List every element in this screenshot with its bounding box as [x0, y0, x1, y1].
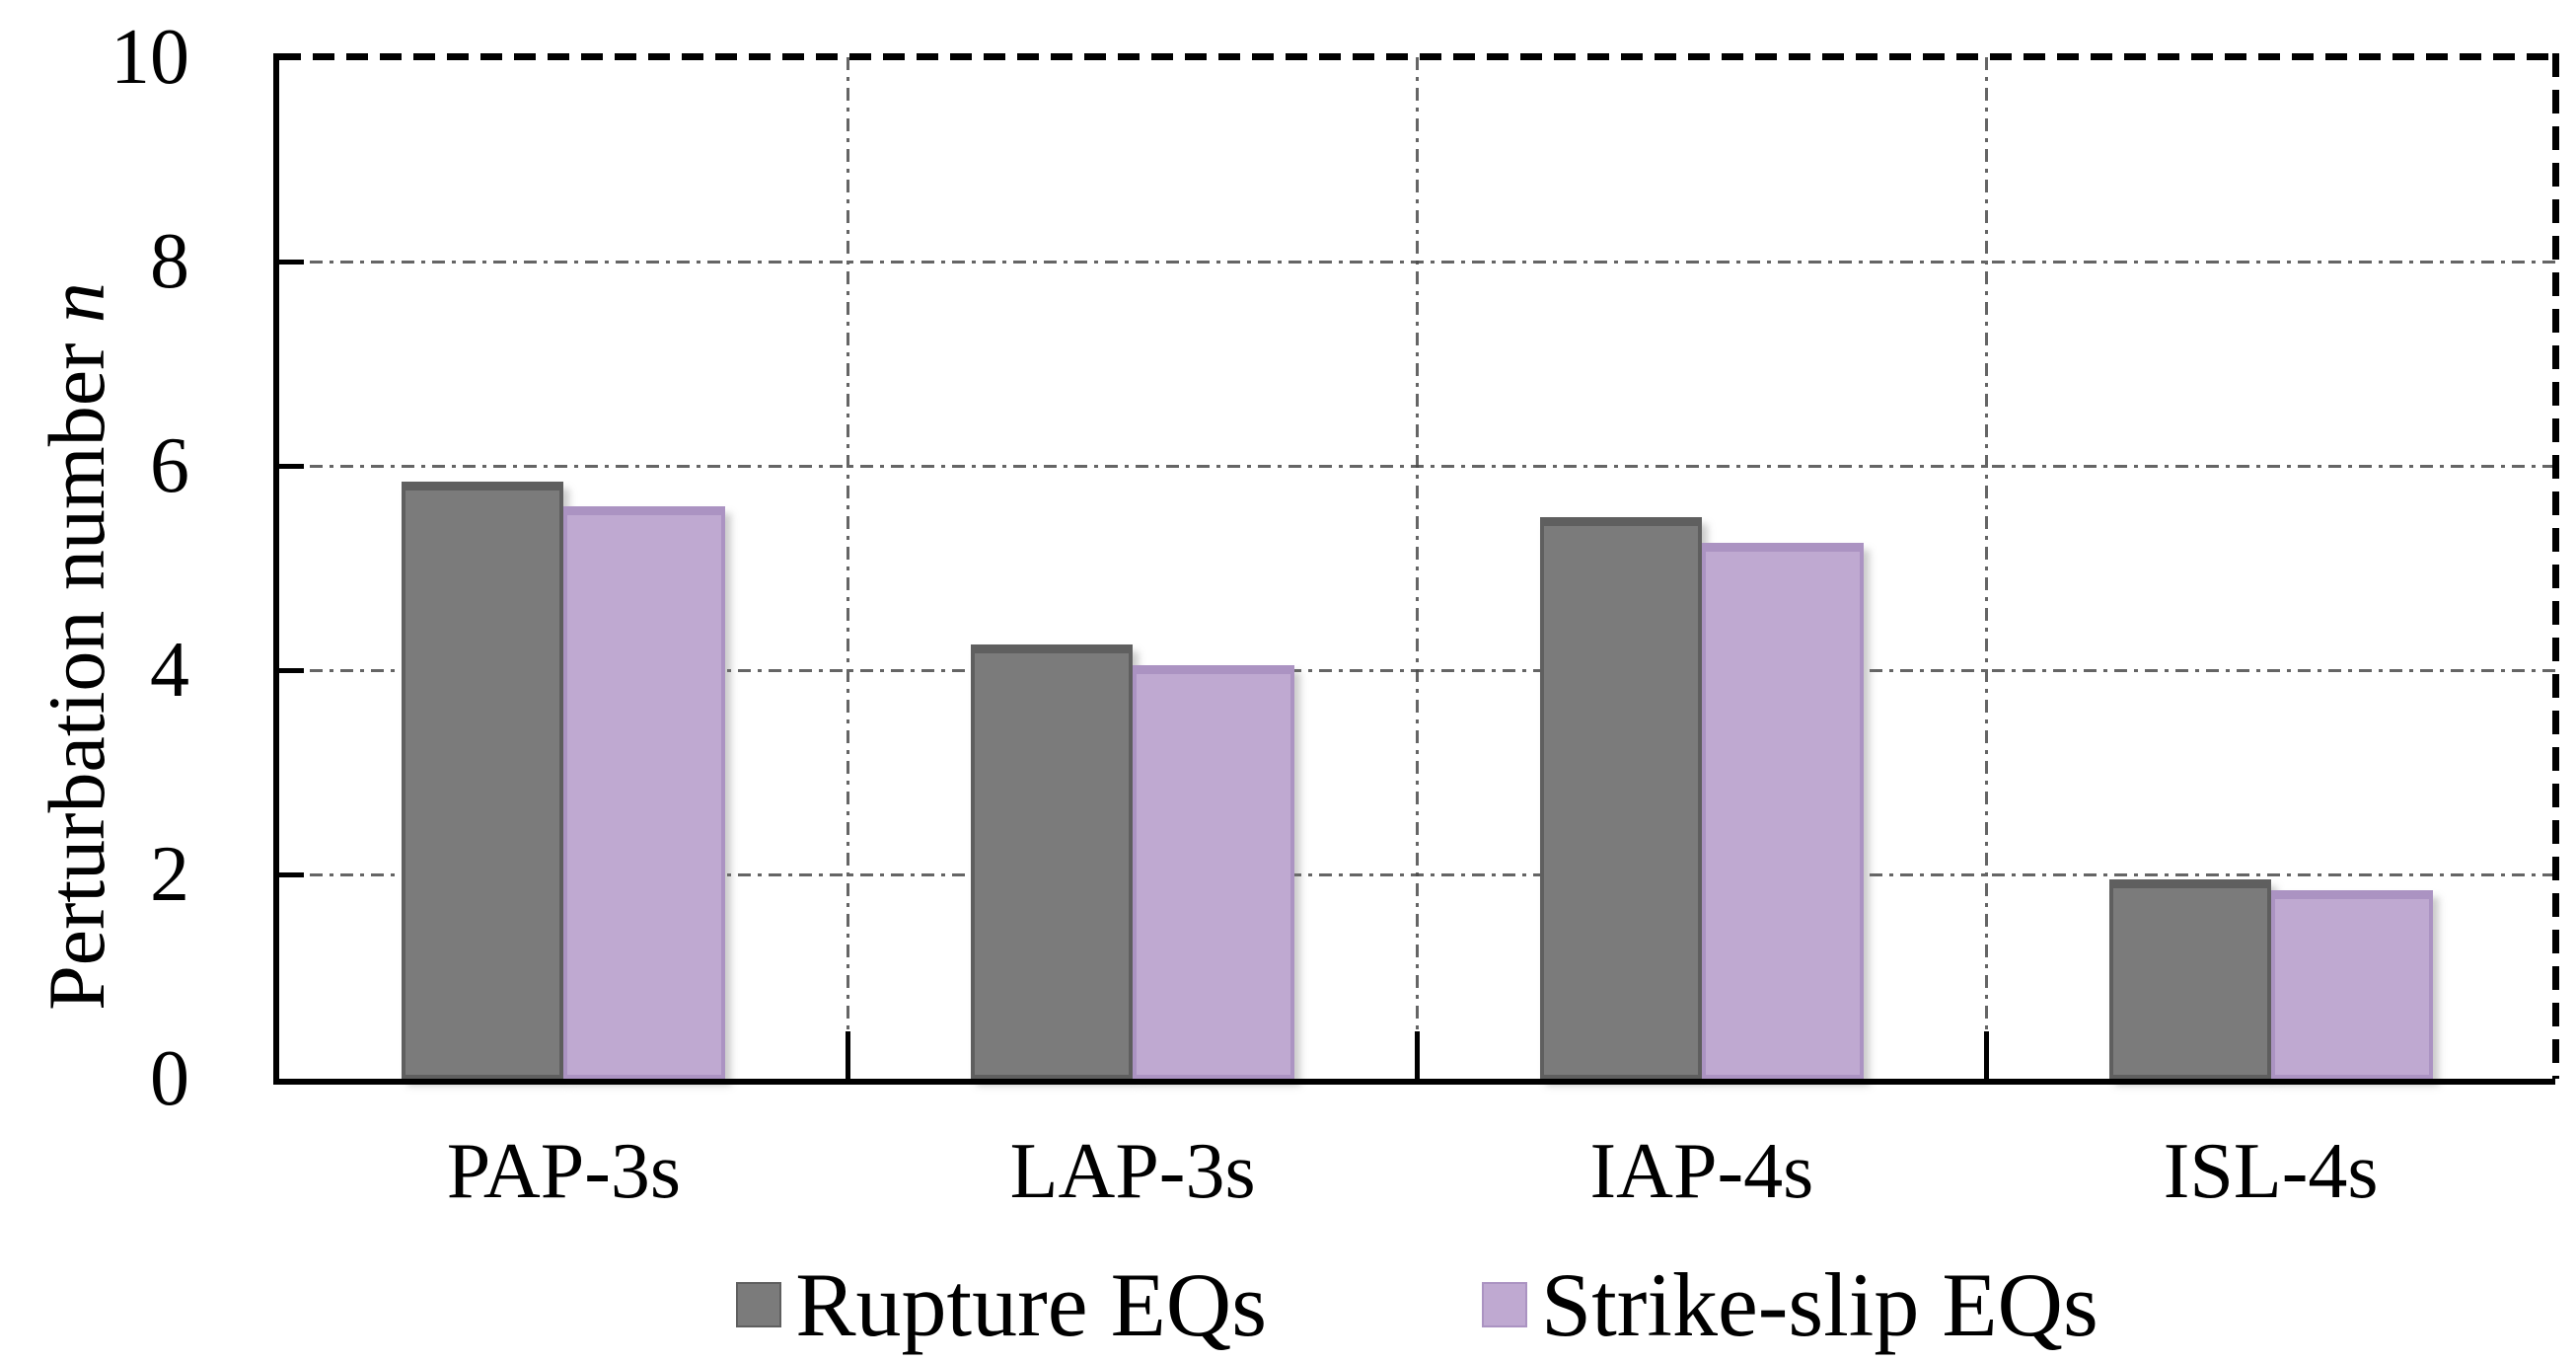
gridline-x-2	[1416, 57, 1419, 1079]
x-axis-line	[273, 1079, 2555, 1085]
y-tick-label-4: 4	[150, 627, 189, 714]
plot-border-right	[2552, 53, 2559, 1079]
bar-strike-slip-eqs-isl-4s	[2270, 889, 2433, 1079]
bar-rupture-eqs-pap-3s	[402, 481, 564, 1079]
category-label-iap-4s: IAP-4s	[1589, 1128, 1814, 1215]
legend: Rupture EQs Strike-slip EQs	[279, 1253, 2555, 1356]
category-label-lap-3s: LAP-3s	[1009, 1128, 1256, 1215]
y-tick-6	[279, 463, 304, 469]
bar-strike-slip-eqs-pap-3s	[563, 506, 726, 1079]
gridline-x-1	[846, 57, 850, 1079]
x-tick-2	[1415, 1031, 1420, 1079]
bar-strike-slip-eqs-iap-4s	[1701, 542, 1864, 1079]
bar-strike-slip-eqs-lap-3s	[1133, 664, 1295, 1079]
y-tick-label-10: 10	[110, 14, 189, 101]
y-tick-label-8: 8	[150, 218, 189, 305]
y-tick-label-2: 2	[150, 831, 189, 918]
x-tick-1	[846, 1031, 851, 1079]
legend-label: Rupture EQs	[795, 1254, 1268, 1355]
legend-label: Strike-slip EQs	[1541, 1254, 2098, 1355]
legend-item-strike-slip-eqs: Strike-slip EQs	[1482, 1252, 2098, 1357]
y-tick-4	[279, 667, 304, 673]
bar-rupture-eqs-lap-3s	[971, 644, 1134, 1079]
legend-item-rupture-eqs: Rupture EQs	[736, 1252, 1267, 1357]
y-tick-label-0: 0	[150, 1035, 189, 1122]
bar-rupture-eqs-iap-4s	[1539, 516, 1702, 1079]
y-tick-2	[279, 871, 304, 877]
category-label-pap-3s: PAP-3s	[446, 1128, 681, 1215]
bar-rupture-eqs-isl-4s	[2108, 879, 2271, 1079]
plot-area	[273, 53, 2559, 1085]
legend-swatch-rupture-eqs	[736, 1282, 782, 1327]
y-tick-label-6: 6	[150, 422, 189, 509]
y-axis-line	[273, 53, 279, 1085]
x-tick-3	[1983, 1031, 1989, 1079]
gridline-x-3	[1984, 57, 1988, 1079]
y-tick-8	[279, 259, 304, 265]
legend-swatch-strike-slip-eqs	[1482, 1282, 1528, 1327]
plot-border-top	[279, 53, 2559, 60]
category-label-isl-4s: ISL-4s	[2163, 1128, 2379, 1215]
